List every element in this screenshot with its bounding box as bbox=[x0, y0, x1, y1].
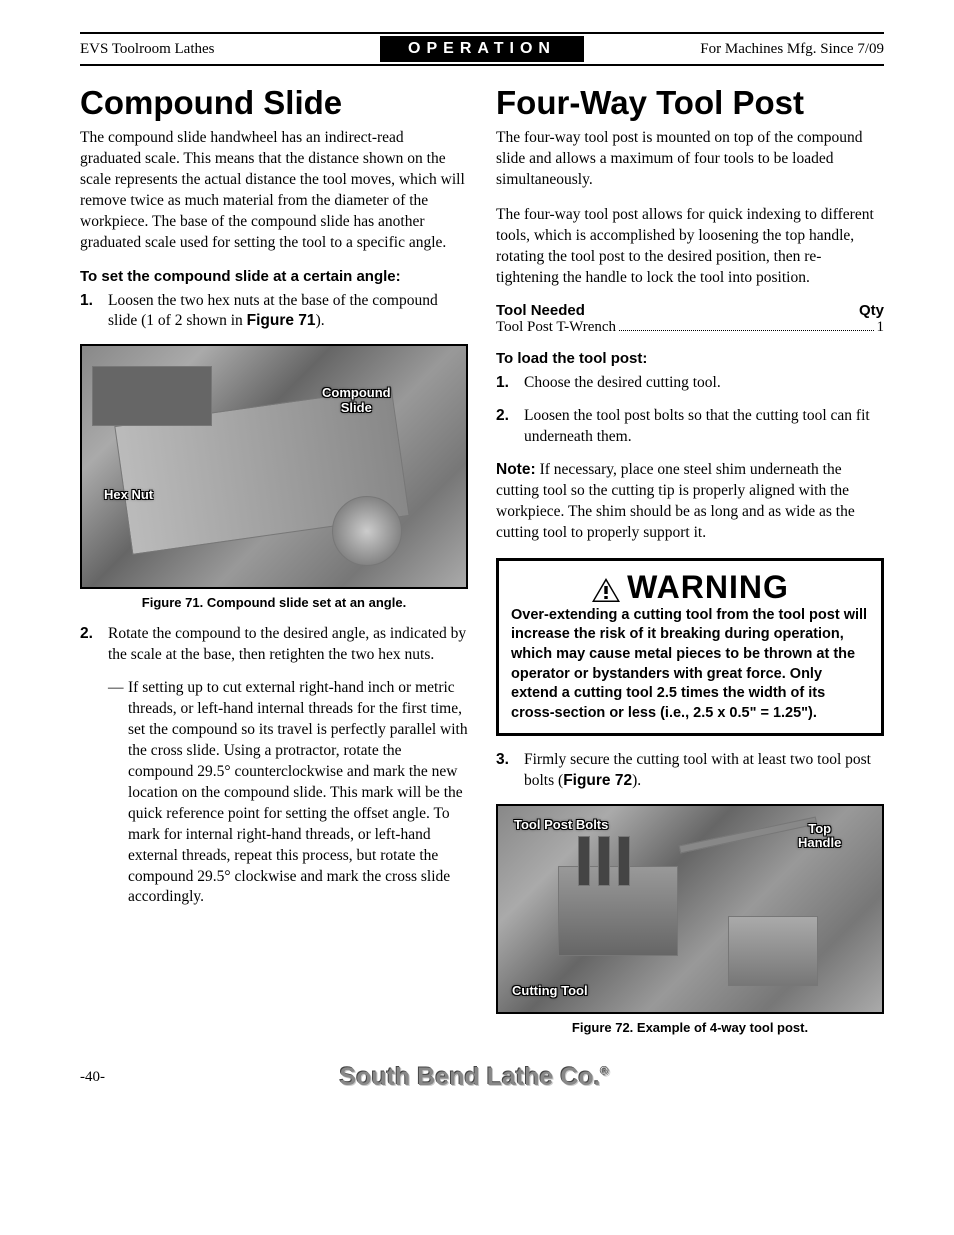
tool-item-row: Tool Post T-Wrench 1 bbox=[496, 319, 884, 336]
warning-triangle-icon bbox=[591, 574, 621, 600]
compound-steps-list-2: 2. Rotate the compound to the desired an… bbox=[80, 624, 468, 666]
compound-slide-subhead: To set the compound slide at a certain a… bbox=[80, 268, 468, 285]
dash: — bbox=[108, 678, 128, 908]
four-way-intro-1: The four-way tool post is mounted on top… bbox=[496, 128, 884, 191]
tool-item-name: Tool Post T-Wrench bbox=[496, 319, 616, 336]
figure-72-caption: Figure 72. Example of 4-way tool post. bbox=[496, 1020, 884, 1035]
fig71-label-hex-nut: Hex Nut bbox=[104, 488, 153, 502]
tool-item-qty: 1 bbox=[877, 319, 885, 336]
compound-steps-list: 1. Loosen the two hex nuts at the base o… bbox=[80, 291, 468, 333]
registered-mark: ® bbox=[601, 1065, 610, 1079]
compound-step-1: 1. Loosen the two hex nuts at the base o… bbox=[80, 291, 468, 333]
fig72-label-cutting-tool: Cutting Tool bbox=[512, 984, 588, 998]
tool-needed-qty-label: Qty bbox=[859, 302, 884, 319]
warning-title-text: WARNING bbox=[627, 569, 789, 606]
load-steps-list: 1. Choose the desired cutting tool. 2. L… bbox=[496, 373, 884, 448]
page-header: EVS Toolroom Lathes OPERATION For Machin… bbox=[80, 32, 884, 66]
right-column: Four-Way Tool Post The four-way tool pos… bbox=[496, 84, 884, 1049]
step-text: Firmly secure the cutting tool with at l… bbox=[524, 750, 884, 792]
left-column: Compound Slide The compound slide handwh… bbox=[80, 84, 468, 1049]
content-columns: Compound Slide The compound slide handwh… bbox=[80, 84, 884, 1049]
header-right: For Machines Mfg. Since 7/09 bbox=[584, 41, 884, 58]
tool-needed-label: Tool Needed bbox=[496, 302, 859, 319]
warning-box: WARNING Over-extending a cutting tool fr… bbox=[496, 558, 884, 736]
leader-dots bbox=[619, 330, 873, 331]
note-label: Note: bbox=[496, 461, 536, 478]
step-number: 1. bbox=[80, 291, 108, 333]
header-left: EVS Toolroom Lathes bbox=[80, 41, 380, 58]
figure-72: Tool Post Bolts Top Handle Cutting Tool bbox=[496, 804, 884, 1014]
header-center-badge: OPERATION bbox=[380, 36, 584, 62]
figure-71: Compound Slide Hex Nut bbox=[80, 344, 468, 589]
step-number: 2. bbox=[80, 624, 108, 666]
note-block: Note:If necessary, place one steel shim … bbox=[496, 460, 884, 544]
company-name: South Bend Lathe Co.® bbox=[105, 1063, 844, 1092]
warning-body: Over-extending a cutting tool from the t… bbox=[511, 606, 869, 723]
page-footer: -40- South Bend Lathe Co.® bbox=[80, 1063, 884, 1092]
step-text: Loosen the two hex nuts at the base of t… bbox=[108, 291, 468, 333]
fig72-label-bolts: Tool Post Bolts bbox=[514, 818, 608, 832]
warning-title: WARNING bbox=[511, 569, 869, 606]
tool-needed-header: Tool Needed Qty bbox=[496, 302, 884, 319]
compound-sub-bullet: — If setting up to cut external right-ha… bbox=[108, 678, 468, 908]
sub-bullet-text: If setting up to cut external right-hand… bbox=[128, 678, 468, 908]
page-number: -40- bbox=[80, 1069, 105, 1086]
step-number: 2. bbox=[496, 406, 524, 448]
load-step-3: 3. Firmly secure the cutting tool with a… bbox=[496, 750, 884, 792]
step-number: 3. bbox=[496, 750, 524, 792]
fig72-label-top-handle: Top Handle bbox=[798, 822, 841, 851]
compound-step-2: 2. Rotate the compound to the desired an… bbox=[80, 624, 468, 666]
load-step-1: 1. Choose the desired cutting tool. bbox=[496, 373, 884, 394]
step-number: 1. bbox=[496, 373, 524, 394]
load-steps-list-3: 3. Firmly secure the cutting tool with a… bbox=[496, 750, 884, 792]
load-step-2: 2. Loosen the tool post bolts so that th… bbox=[496, 406, 884, 448]
figure-71-caption: Figure 71. Compound slide set at an angl… bbox=[80, 595, 468, 610]
step-text: Choose the desired cutting tool. bbox=[524, 373, 884, 394]
note-text: If necessary, place one steel shim under… bbox=[496, 461, 855, 541]
compound-slide-intro: The compound slide handwheel has an indi… bbox=[80, 128, 468, 254]
step-text: Loosen the tool post bolts so that the c… bbox=[524, 406, 884, 448]
fig71-label-compound-slide: Compound Slide bbox=[322, 386, 391, 415]
four-way-title: Four-Way Tool Post bbox=[496, 84, 884, 122]
load-tool-subhead: To load the tool post: bbox=[496, 350, 884, 367]
compound-slide-title: Compound Slide bbox=[80, 84, 468, 122]
step-text: Rotate the compound to the desired angle… bbox=[108, 624, 468, 666]
four-way-intro-2: The four-way tool post allows for quick … bbox=[496, 205, 884, 289]
